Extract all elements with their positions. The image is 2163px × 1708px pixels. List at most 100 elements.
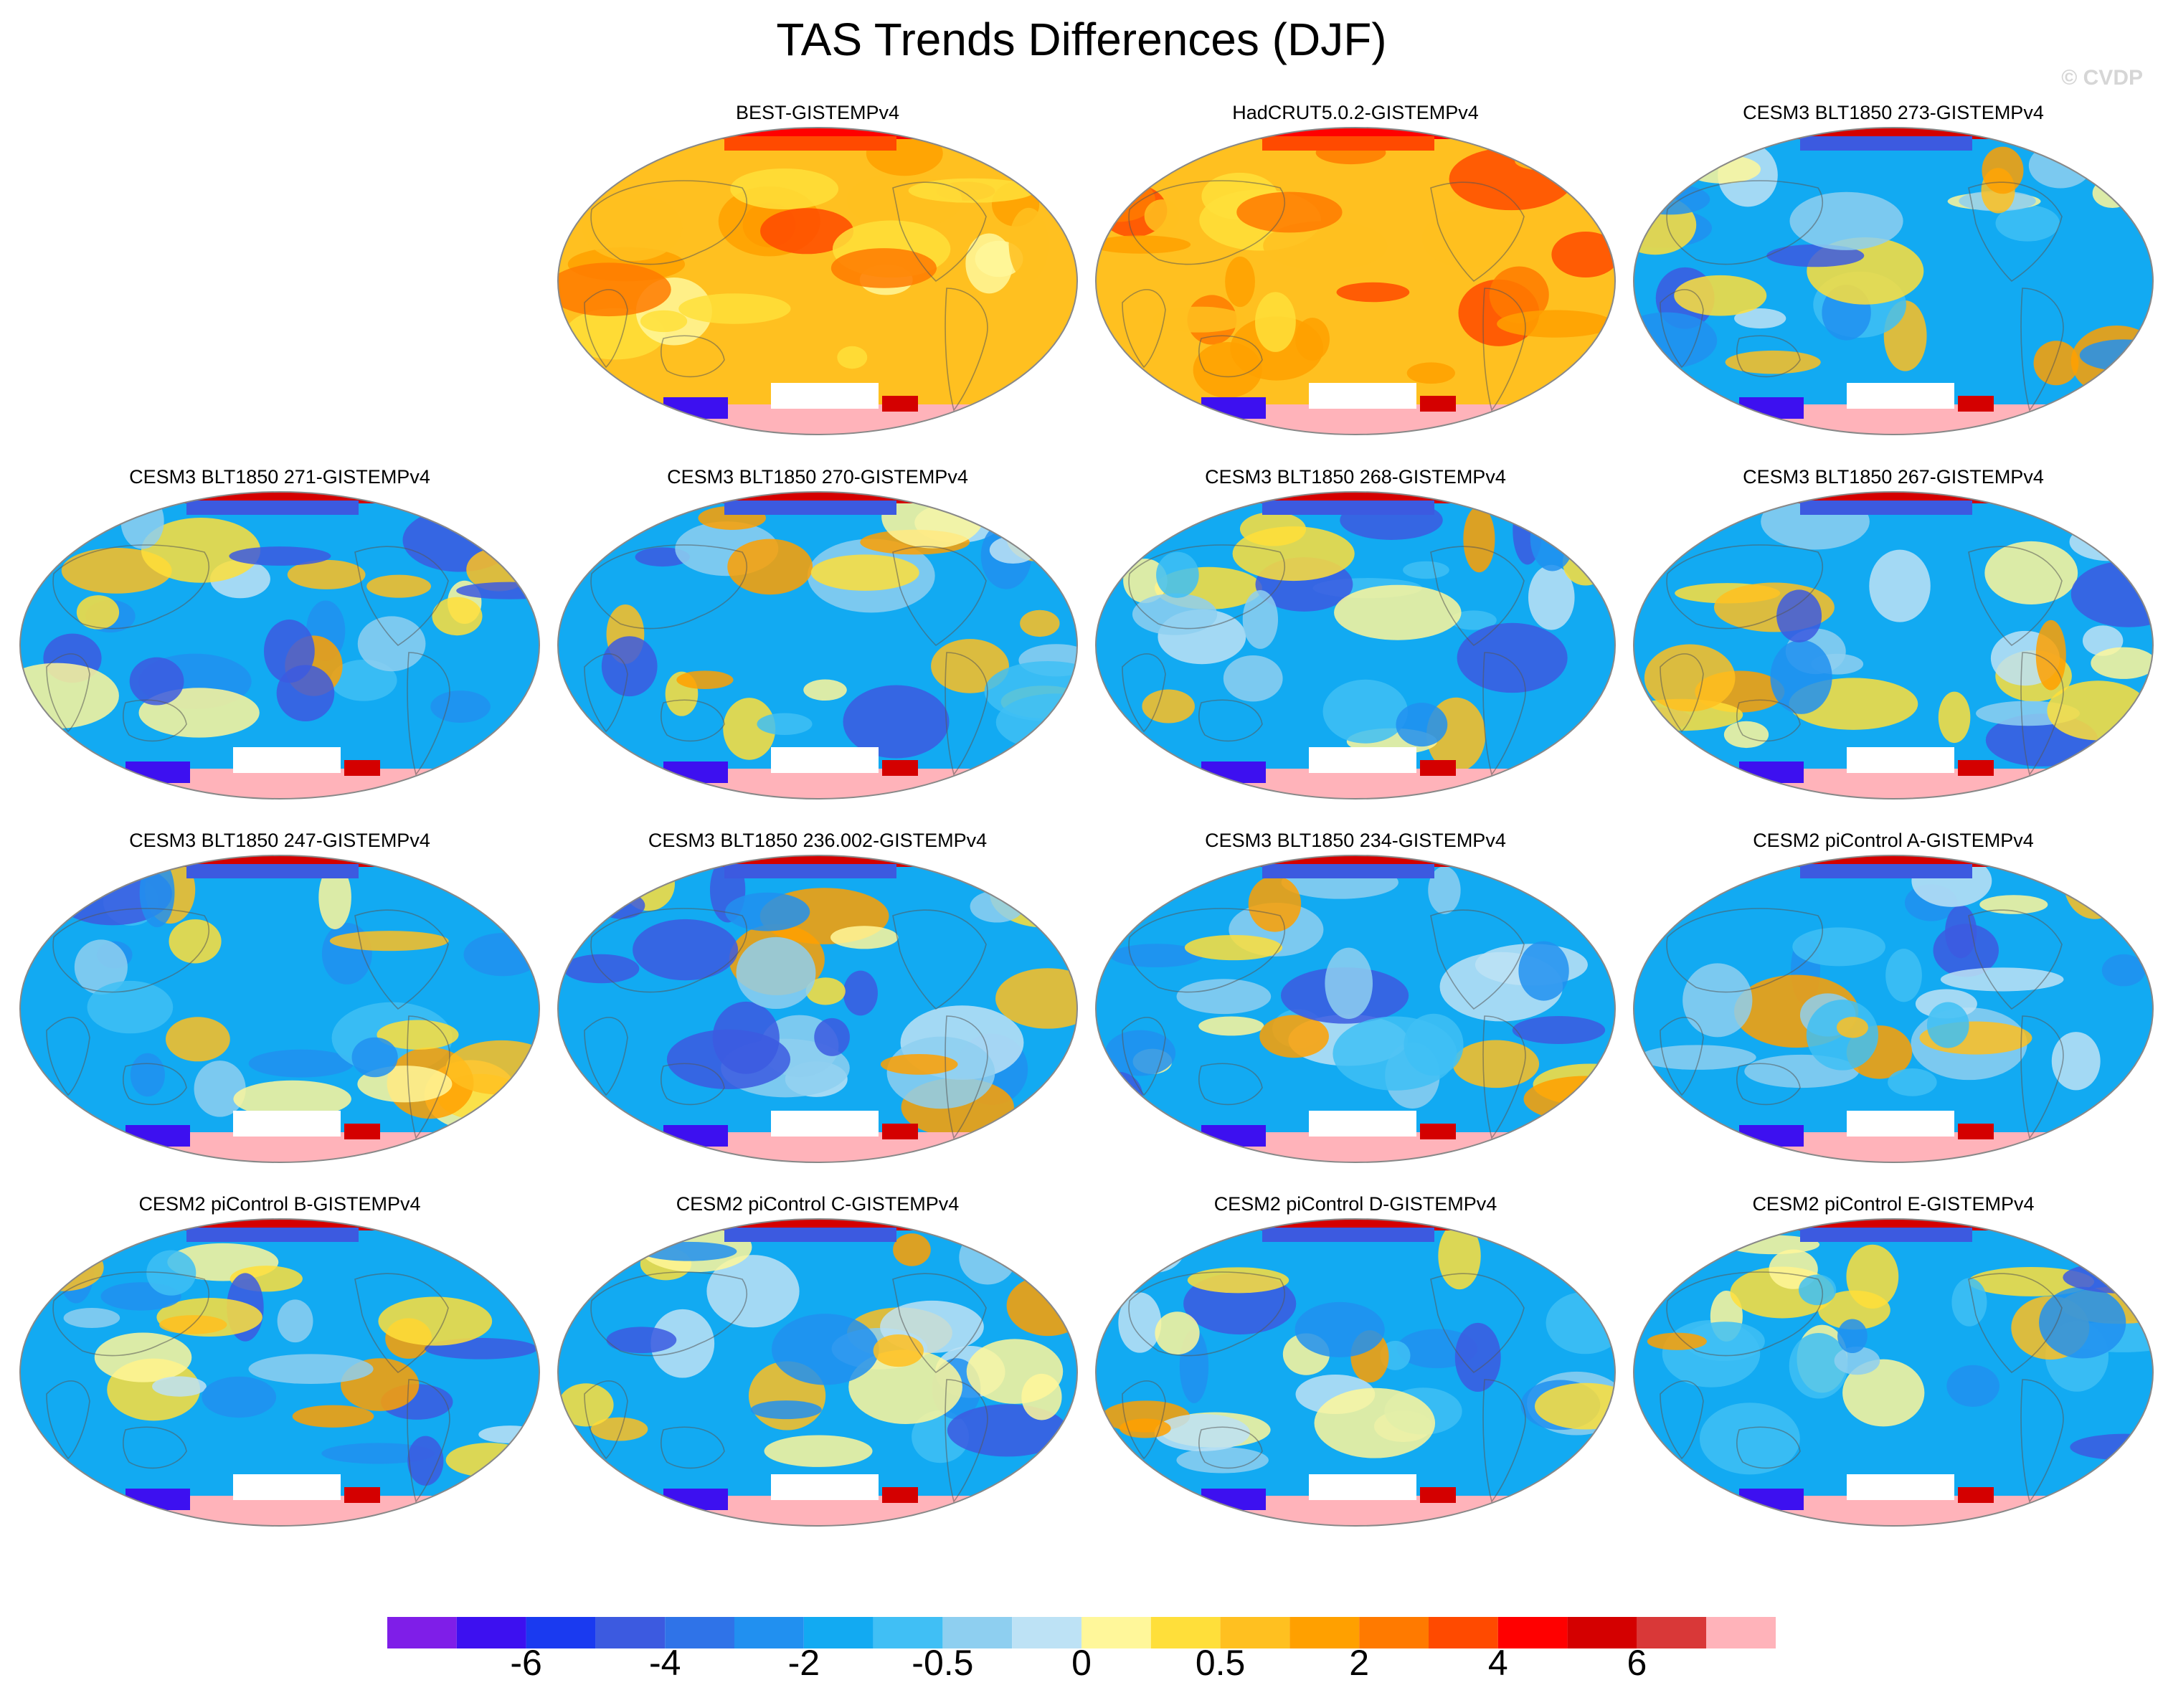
trend-anomaly-patch xyxy=(730,168,839,210)
antarctic-warm-patch xyxy=(882,396,918,412)
trend-anomaly-patch xyxy=(984,660,1077,722)
trend-anomaly-patch xyxy=(1885,949,1922,1002)
continent-outline xyxy=(1198,699,1263,742)
trend-anomaly-patch xyxy=(1674,275,1767,316)
antarctic-band xyxy=(20,1132,539,1162)
continent-outline xyxy=(354,546,449,647)
map-panel: CESM3 BLT1850 273-GISTEMPv4 xyxy=(1624,102,2162,460)
continent-outline xyxy=(660,1063,725,1106)
robinson-map xyxy=(19,1218,540,1527)
trend-anomaly-patch xyxy=(1449,147,1573,211)
antarctic-warm-patch xyxy=(344,760,380,776)
continent-outline xyxy=(1660,653,1704,733)
map-border xyxy=(557,855,1078,1163)
trend-anomaly-patch xyxy=(814,1017,850,1056)
trend-anomaly-patch xyxy=(1515,151,1574,171)
arctic-patch xyxy=(1262,1228,1434,1242)
continent-outline xyxy=(892,181,987,283)
trend-anomaly-patch xyxy=(1263,220,1388,271)
trend-anomaly-patch xyxy=(837,346,868,369)
continent-outline xyxy=(945,288,988,412)
trend-anomaly-patch xyxy=(678,293,791,324)
trend-anomaly-patch xyxy=(1223,655,1283,702)
trend-anomaly-patch xyxy=(129,657,184,706)
antarctic-band xyxy=(1096,404,1615,435)
robinson-map xyxy=(19,491,540,800)
continent-outline xyxy=(1660,1017,1704,1096)
continent-outline xyxy=(590,908,747,993)
trend-anomaly-patch xyxy=(908,178,1036,203)
trend-anomaly-patch xyxy=(1333,1016,1457,1091)
antarctic-warm-patch xyxy=(1420,1124,1456,1139)
continent-outline xyxy=(1968,546,2063,647)
missing-data-patch xyxy=(1309,747,1416,773)
robinson-map xyxy=(557,491,1078,800)
trend-anomaly-patch xyxy=(1153,306,1246,333)
map-panel: CESM2 piControl E-GISTEMPv4 xyxy=(1624,1193,2162,1552)
antarctic-warm-patch xyxy=(1420,1487,1456,1503)
continent-outline xyxy=(407,652,450,776)
antarctic-warm-patch xyxy=(1958,1487,1994,1503)
trend-anomaly-patch xyxy=(74,939,128,995)
continent-outline xyxy=(1482,1379,1526,1503)
continent-outline xyxy=(46,1017,90,1096)
continent-outline xyxy=(1430,546,1525,647)
trend-anomaly-patch xyxy=(1530,505,1575,571)
trend-anomaly-patch xyxy=(1454,1322,1501,1393)
trend-anomaly-patch xyxy=(1020,609,1060,637)
antarctic-band xyxy=(20,1496,539,1526)
trend-anomaly-patch xyxy=(1551,232,1615,278)
antarctic-warm-patch xyxy=(344,1124,380,1139)
colorbar-swatch xyxy=(1429,1617,1498,1648)
trend-anomaly-patch xyxy=(1396,703,1448,747)
trend-anomaly-patch xyxy=(1132,593,1218,635)
continent-outline xyxy=(1736,1063,1801,1106)
arctic-patch xyxy=(724,1228,896,1242)
trend-anomaly-patch xyxy=(318,865,351,929)
continent-outline xyxy=(1666,544,1823,630)
panel-title: CESM2 piControl A-GISTEMPv4 xyxy=(1753,830,2034,851)
trend-anomaly-patch xyxy=(467,888,539,907)
continent-outline xyxy=(52,908,209,993)
continent-outline xyxy=(1482,1015,1526,1139)
colorbar-tick-label: 0 xyxy=(1071,1643,1092,1683)
map-panel: HadCRUT5.0.2-GISTEMPv4 xyxy=(1087,102,1624,460)
map-panel: CESM2 piControl B-GISTEMPv4 xyxy=(11,1193,549,1552)
trend-anomaly-patch xyxy=(2033,341,2079,386)
trend-anomaly-patch xyxy=(1248,876,1302,932)
cvdp-watermark: © CVDP xyxy=(2061,66,2143,90)
robinson-map xyxy=(1095,491,1616,800)
trend-anomaly-patch xyxy=(1562,539,1609,586)
continent-outline xyxy=(407,1379,450,1503)
trend-anomaly-patch xyxy=(1888,1068,1937,1096)
trend-anomaly-patch xyxy=(1634,184,1710,215)
missing-data-patch xyxy=(233,1474,341,1500)
trend-anomaly-patch xyxy=(725,892,810,931)
continent-outline xyxy=(122,1426,187,1469)
robinson-map xyxy=(557,855,1078,1163)
arctic-patch xyxy=(1262,864,1434,878)
robinson-map xyxy=(1095,1218,1616,1527)
map-panel: CESM3 BLT1850 247-GISTEMPv4 xyxy=(11,830,549,1188)
trend-anomaly-patch xyxy=(2028,143,2092,189)
arctic-patch xyxy=(724,136,896,151)
continent-outline xyxy=(122,1063,187,1106)
trend-anomaly-patch xyxy=(640,1241,737,1261)
trend-anomaly-patch xyxy=(1968,1267,2095,1296)
panel-title: CESM3 BLT1850 267-GISTEMPv4 xyxy=(1743,466,2044,488)
trend-anomaly-patch xyxy=(843,970,878,1016)
map-border xyxy=(19,491,540,800)
trend-anomaly-patch xyxy=(1184,934,1283,961)
continent-outline xyxy=(1968,181,2063,283)
continent-outline xyxy=(584,289,628,369)
trend-anomaly-patch xyxy=(351,1037,398,1078)
trend-anomaly-patch xyxy=(723,698,776,760)
continent-outline xyxy=(1122,289,1166,369)
robinson-map xyxy=(1095,855,1616,1163)
continent-outline xyxy=(1198,335,1263,378)
trend-anomaly-patch xyxy=(1639,1045,1756,1070)
trend-anomaly-patch xyxy=(329,931,449,952)
continent-outline xyxy=(892,909,987,1010)
trend-anomaly-patch xyxy=(445,1443,533,1478)
trend-anomaly-patch xyxy=(321,1443,435,1464)
